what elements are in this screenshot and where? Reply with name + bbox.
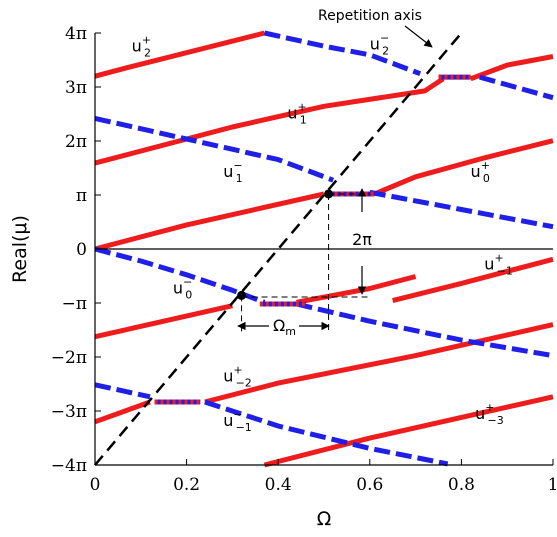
x-tick-label: 0.6: [356, 475, 383, 495]
series-plus-5: [392, 256, 554, 304]
series-minus-18: [204, 399, 449, 467]
band-label: u+ 0: [471, 159, 490, 185]
series-minus-16: [295, 301, 554, 359]
y-tick-label: 4π: [65, 24, 87, 44]
series-plus-3: [94, 191, 325, 252]
band-label: u− 0: [173, 276, 192, 302]
band-label: u+ 2: [132, 33, 151, 59]
y-tick-label: −4π: [51, 456, 87, 476]
annotation-layer: 2π Ωm Repetition axis: [94, 8, 463, 466]
series-plus-0: [94, 30, 266, 79]
y-tick-label: 3π: [65, 78, 87, 98]
band-label: u− −1: [223, 408, 252, 434]
series-minus-14: [369, 189, 554, 230]
x-axis-label: Ω: [317, 508, 332, 530]
series-plus-9: [204, 322, 554, 405]
repetition-axis-arrow: [404, 25, 433, 48]
y-tick-label: −π: [62, 294, 87, 314]
y-tick-label: π: [76, 186, 87, 206]
series-plus-4: [373, 138, 554, 197]
y-tick-label: 0: [76, 240, 87, 260]
band-label: u+ −3: [475, 401, 504, 427]
band-label-layer: u+ 2 u− 2 u+ 1 u− 1 u+ 0 u+ −1 u− 0 u+ −2 u− −1 u+ −3: [132, 32, 513, 434]
x-tick-label: 0.2: [173, 475, 200, 495]
series-layer: [94, 30, 554, 468]
series-minus-11: [263, 30, 422, 77]
omega-m-label: Ωm: [273, 316, 296, 338]
band-label: u− 1: [223, 159, 242, 185]
y-axis-label: Real(μ): [9, 215, 31, 283]
x-tick-label: 1: [548, 475, 557, 495]
axis-layer: 0 0.2 0.4 0.6 0.8 1 −4π −3π −2π −π 0 π 2π 3π 4π: [51, 24, 557, 495]
x-tick-label: 0.8: [448, 475, 475, 495]
repetition-axis-label: Repetition axis: [318, 8, 422, 24]
series-minus-17: [94, 382, 151, 400]
band-label: u− 2: [370, 32, 389, 58]
band-label: u+ 1: [287, 100, 306, 126]
band-label: u+ −1: [484, 252, 513, 278]
y-tick-label: −3π: [51, 402, 87, 422]
x-tick-label: 0: [90, 475, 101, 495]
series-plus-2: [469, 54, 554, 82]
two-pi-label: 2π: [352, 230, 372, 249]
series-minus-12: [479, 74, 554, 101]
x-tick-label: 0.4: [265, 475, 292, 495]
series-minus-13: [94, 115, 335, 183]
band-label: u+ −2: [223, 363, 252, 389]
y-tick-label: 2π: [65, 132, 87, 152]
series-plus-8: [94, 399, 151, 425]
series-plus-1: [94, 76, 445, 166]
series-plus-10: [263, 394, 554, 468]
series-plus-6: [94, 303, 233, 340]
y-tick-label: −2π: [51, 348, 87, 368]
series-plus-7: [296, 274, 417, 305]
